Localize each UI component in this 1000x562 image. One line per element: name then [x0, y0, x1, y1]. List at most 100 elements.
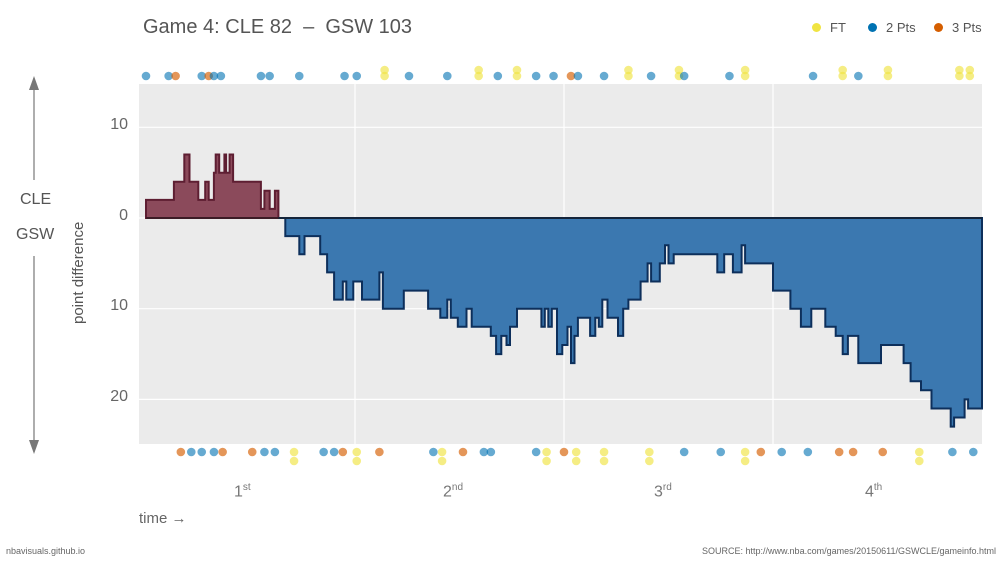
cle-score-dot: [197, 71, 207, 81]
cle-score-dot: [171, 71, 180, 81]
cle-score-dot: [404, 71, 414, 81]
cle-score-dot: [965, 71, 975, 81]
y-tick-label: 10: [110, 297, 128, 314]
cle-score-dot: [883, 71, 893, 81]
cle-score-dot: [599, 71, 609, 81]
cle-score-dot: [493, 71, 503, 81]
gsw-score-dot: [740, 456, 750, 466]
gsw-score-dot: [218, 447, 227, 457]
cle-score-dot: [443, 71, 452, 81]
gsw-score-dot: [197, 447, 207, 457]
cle-score-dot: [549, 71, 558, 81]
legend-ft: FT: [812, 20, 846, 35]
gsw-score-dot: [645, 456, 654, 466]
gsw-score-dot: [458, 447, 468, 457]
gsw-score-dot: [542, 456, 551, 466]
cle-score-dot: [624, 65, 633, 75]
gsw-score-dot: [740, 447, 750, 457]
gsw-side-label: GSW: [16, 226, 55, 243]
cle-side-label: CLE: [20, 191, 52, 208]
cle-score-dot: [679, 71, 689, 81]
gsw-lead-area: [278, 217, 983, 428]
gsw-score-dot: [209, 447, 219, 457]
legend-label-2pts: 2 Pts: [886, 20, 916, 35]
cle-score-dot: [646, 71, 656, 81]
cle-score-dot: [808, 71, 818, 81]
gsw-score-dot: [679, 447, 689, 457]
cle-score-dot: [216, 71, 226, 81]
gsw-score-dot: [479, 447, 489, 457]
gsw-score-dot: [289, 447, 299, 457]
gsw-score-dot: [375, 447, 384, 457]
cle-score-dot: [294, 71, 304, 81]
cle-score-dot: [380, 71, 389, 81]
legend-3pts: 3 Pts: [934, 20, 982, 35]
down-arrow-head-icon: [29, 440, 39, 454]
gsw-score-dot: [559, 447, 569, 457]
y-tick-label: 0: [119, 207, 128, 224]
cle-score-dot: [474, 65, 483, 75]
x-axis-label: time →: [139, 510, 187, 527]
cle-score-dot: [340, 71, 349, 81]
gsw-score-dot: [571, 456, 581, 466]
cle-score-dot: [512, 65, 522, 75]
quarter-label-3: 3rd: [654, 482, 672, 501]
y-tick-label: 10: [110, 116, 128, 133]
gsw-score-dot: [437, 456, 447, 466]
gsw-score-dot: [352, 456, 362, 466]
cle-lead-area: [145, 153, 280, 219]
gsw-score-dot: [437, 447, 447, 457]
gsw-score-dot: [352, 447, 362, 457]
y-tick-label: 20: [110, 388, 128, 405]
gsw-score-dot: [186, 447, 196, 457]
gsw-score-dot: [247, 447, 257, 457]
cle-score-dot: [265, 71, 274, 81]
gsw-score-dot: [968, 447, 978, 457]
cle-score-dot: [955, 65, 964, 75]
cle-score-dot: [674, 65, 684, 75]
gsw-score-dot: [319, 447, 328, 457]
gsw-score-dot: [848, 447, 858, 457]
gsw-score-dot: [915, 456, 924, 466]
quarter-label-1: 1st: [234, 482, 251, 501]
cle-score-dot: [838, 65, 847, 75]
cle-score-dot: [955, 71, 964, 81]
cle-score-dot: [883, 65, 893, 75]
cle-score-dot: [512, 71, 522, 81]
chart-title: Game 4: CLE 82 – GSW 103: [143, 16, 413, 38]
gsw-score-dot: [260, 447, 269, 457]
gsw-score-dot: [289, 456, 299, 466]
up-arrow-head-icon: [29, 76, 39, 90]
cle-score-dot: [531, 71, 541, 81]
2pts-legend-icon: [868, 23, 877, 32]
gsw-score-dot: [429, 447, 438, 457]
gsw-score-dot: [599, 447, 609, 457]
y-axis-label: point difference: [70, 221, 87, 324]
cle-score-dot: [256, 71, 266, 81]
gsw-score-dot: [834, 447, 844, 457]
quarter-label-2: 2nd: [443, 482, 464, 501]
gsw-score-dot: [542, 447, 551, 457]
gsw-score-dot: [571, 447, 581, 457]
ft-legend-icon: [812, 23, 821, 32]
gsw-score-dot: [645, 447, 654, 457]
gsw-score-dot: [486, 447, 496, 457]
gsw-score-dot: [777, 447, 787, 457]
gsw-score-dot: [915, 447, 924, 457]
gsw-score-dot: [948, 447, 957, 457]
cle-score-dot: [573, 71, 583, 81]
cle-score-dot: [209, 71, 219, 81]
gsw-score-dot: [329, 447, 339, 457]
gsw-score-dot: [878, 447, 888, 457]
gsw-score-dot: [716, 447, 726, 457]
cle-score-dot: [838, 71, 847, 81]
3pts-legend-icon: [934, 23, 943, 32]
footer-source: SOURCE: http://www.nba.com/games/2015061…: [702, 546, 996, 556]
legend-2pts: 2 Pts: [868, 20, 916, 35]
cle-score-dot: [624, 71, 633, 81]
right-arrow-icon: →: [171, 510, 187, 527]
cle-score-dot: [740, 71, 750, 81]
gsw-score-dot: [270, 447, 280, 457]
gsw-score-dot: [756, 447, 766, 457]
